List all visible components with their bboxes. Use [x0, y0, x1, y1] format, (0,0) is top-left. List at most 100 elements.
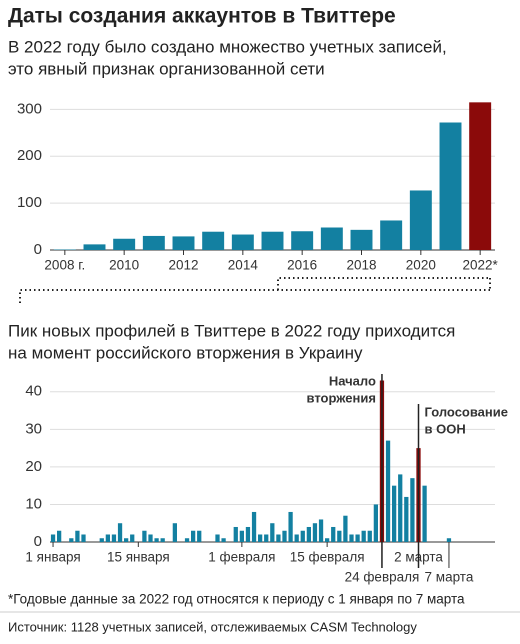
bar: [221, 538, 225, 542]
bar: [258, 534, 262, 542]
x-tick-label: 24 февраля: [345, 570, 420, 585]
bar: [75, 531, 79, 542]
annotation: Начало: [329, 373, 376, 388]
y-tick-label: 300: [17, 100, 42, 117]
bar: [185, 538, 189, 542]
bar: [362, 531, 366, 542]
footnote: *Годовые данные за 2022 год относятся к …: [8, 592, 465, 607]
bar: [440, 123, 462, 251]
x-tick-label: 2008 г.: [44, 258, 85, 273]
bar: [154, 538, 158, 542]
y-tick-label: 20: [25, 458, 42, 475]
bar: [197, 531, 201, 542]
bar: [349, 534, 353, 542]
bar: [270, 523, 274, 542]
bar: [100, 538, 104, 542]
bar: [319, 519, 323, 542]
bar: [355, 534, 359, 542]
bar: [410, 478, 414, 542]
bar: [234, 527, 238, 542]
bar: [142, 531, 146, 542]
bar: [404, 497, 408, 542]
x-tick-label: 1 января: [25, 550, 80, 565]
x-tick-label: 15 января: [107, 550, 170, 565]
connector: [20, 278, 490, 305]
bar: [386, 441, 390, 542]
x-tick-label: 1 февраля: [208, 550, 275, 565]
bar: [321, 228, 343, 251]
bar: [343, 516, 347, 542]
bar: [232, 235, 254, 250]
bar: [276, 534, 280, 542]
bar: [368, 531, 372, 542]
bar: [143, 236, 165, 250]
bar: [331, 527, 335, 542]
bar: [337, 531, 341, 542]
annotation: в ООН: [425, 421, 466, 436]
bar: [264, 534, 268, 542]
bar: [148, 534, 152, 542]
bar: [374, 504, 378, 542]
source: Источник: 1128 учетных записей, отслежив…: [8, 619, 417, 634]
subtitle: В 2022 году было создано множество учетн…: [8, 37, 447, 56]
bar: [447, 538, 451, 542]
bar: [380, 220, 402, 250]
bar: [69, 538, 73, 542]
y-tick-label: 10: [25, 495, 42, 512]
bar: [112, 534, 116, 542]
x-tick-label: 2018: [346, 258, 376, 273]
bar: [113, 239, 135, 250]
bar: [410, 190, 432, 250]
bar: [161, 538, 165, 542]
bar: [469, 102, 491, 250]
bar: [282, 531, 286, 542]
bar: [351, 230, 373, 250]
bar: [313, 523, 317, 542]
bar: [191, 531, 195, 542]
bar: [288, 512, 292, 542]
y-tick-label: 30: [25, 420, 42, 437]
bar: [301, 531, 305, 542]
bar: [124, 538, 128, 542]
bar: [295, 534, 299, 542]
bar: [240, 531, 244, 542]
y-tick-label: 0: [34, 533, 42, 550]
bar: [57, 531, 61, 542]
bar: [325, 538, 329, 542]
bar: [173, 523, 177, 542]
bar: [118, 523, 122, 542]
bar: [130, 534, 134, 542]
x-tick-label: 2016: [287, 258, 317, 273]
bar: [262, 232, 284, 250]
bar: [307, 527, 311, 542]
subtitle: Пик новых профилей в Твиттере в 2022 год…: [8, 321, 455, 340]
x-tick-label: 2012: [168, 258, 198, 273]
subtitle: это явный признак организованной сети: [8, 59, 325, 78]
x-tick-label: 2020: [406, 258, 436, 273]
bar: [51, 534, 55, 542]
bar: [84, 244, 106, 250]
title: Даты создания аккаунтов в Твиттере: [8, 5, 396, 28]
x-tick-label: 2022*: [463, 258, 499, 273]
bar: [173, 236, 195, 250]
x-tick-label: 2010: [109, 258, 139, 273]
x-tick-label: 15 февраля: [290, 550, 365, 565]
bar: [252, 512, 256, 542]
bar: [291, 231, 313, 250]
y-tick-label: 100: [17, 194, 42, 211]
bar: [392, 486, 396, 542]
bar: [81, 534, 85, 542]
annotation: Голосование: [425, 404, 509, 419]
x-tick-label: 2014: [228, 258, 259, 273]
y-tick-label: 200: [17, 147, 42, 164]
y-tick-label: 40: [25, 383, 42, 400]
bar: [422, 486, 426, 542]
bar: [215, 534, 219, 542]
subtitle: на момент российского вторжения в Украин…: [8, 343, 363, 362]
annotation: вторжения: [307, 390, 376, 405]
bar: [398, 474, 402, 542]
bar: [202, 232, 224, 250]
bar: [106, 534, 110, 542]
x-tick-label: 7 марта: [425, 570, 474, 585]
